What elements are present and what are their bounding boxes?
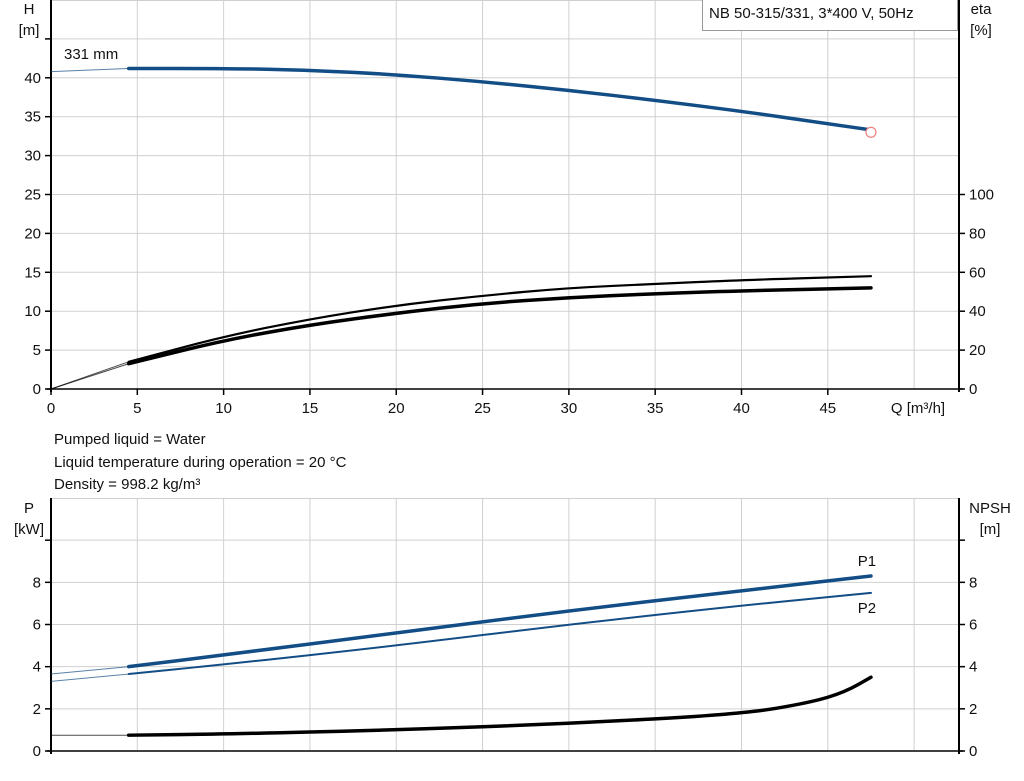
head-panel-y-label: H bbox=[24, 1, 35, 18]
power-panel-left-tick-label: 0 bbox=[33, 743, 41, 760]
curve-H-extrapolated bbox=[50, 67, 129, 73]
head-panel-x-tick-label: 15 bbox=[302, 400, 319, 417]
head-panel-x-tick-label: 45 bbox=[819, 400, 836, 417]
head-panel-left-tick-label: 20 bbox=[24, 225, 41, 242]
info-liquid-temperature: Liquid temperature during operation = 20… bbox=[54, 454, 347, 471]
curve-NPSH bbox=[126, 675, 873, 737]
head-panel-y2-unit: [%] bbox=[970, 22, 992, 39]
head-panel-x-label: Q [m³/h] bbox=[891, 400, 945, 417]
head-panel-right-tick-label: 60 bbox=[969, 264, 986, 281]
duty-point-marker bbox=[865, 126, 877, 138]
power-panel-right-tick-label: 2 bbox=[969, 701, 977, 718]
head-panel-left-tick-label: 10 bbox=[24, 303, 41, 320]
curve-label-P1: P1 bbox=[858, 553, 876, 570]
head-panel-left-tick-label: 30 bbox=[24, 148, 41, 165]
head-panel-right-tick-label: 0 bbox=[969, 381, 977, 398]
head-panel-right-tick-label: 100 bbox=[969, 187, 994, 204]
power-panel-right-tick-label: 6 bbox=[969, 617, 977, 634]
curve-P1 bbox=[126, 574, 873, 669]
head-panel-left-tick-label: 15 bbox=[24, 264, 41, 281]
curve-P2-extrapolated bbox=[50, 673, 129, 682]
head-panel-y2-label: eta bbox=[971, 1, 993, 18]
power-panel-y2-label: NPSH bbox=[969, 500, 1011, 517]
power-panel-right-tick-label: 0 bbox=[969, 743, 977, 760]
head-panel-x-tick-label: 20 bbox=[388, 400, 405, 417]
head-panel-left-tick-label: 40 bbox=[24, 70, 41, 87]
head-panel-left-tick-label: 25 bbox=[24, 187, 41, 204]
power-panel-right-tick-label: 4 bbox=[969, 659, 977, 676]
curve-P2 bbox=[127, 591, 872, 676]
curve-eta_lower-extrapolated bbox=[50, 363, 129, 390]
head-panel-x-tick-label: 5 bbox=[133, 400, 141, 417]
head-panel-x-tick-label: 40 bbox=[733, 400, 750, 417]
pump-title: NB 50-315/331, 3*400 V, 50Hz bbox=[702, 0, 958, 31]
info-density: Density = 998.2 kg/m³ bbox=[54, 476, 201, 493]
head-panel-x-tick-label: 25 bbox=[474, 400, 491, 417]
curve-eta_lower bbox=[126, 286, 873, 366]
head-panel-left-tick-label: 0 bbox=[33, 381, 41, 398]
curve-eta_upper bbox=[127, 275, 873, 363]
curve-label-P2: P2 bbox=[858, 600, 876, 617]
power-panel-left-tick-label: 4 bbox=[33, 659, 41, 676]
power-panel-right-tick-label: 8 bbox=[969, 574, 977, 591]
head-panel-right-tick-label: 40 bbox=[969, 303, 986, 320]
curve-P1-extrapolated bbox=[50, 666, 129, 675]
head-panel-left-tick-label: 35 bbox=[24, 109, 41, 126]
head-panel-y-unit: [m] bbox=[19, 22, 40, 39]
impeller-diameter-label: 331 mm bbox=[64, 46, 118, 63]
head-panel-x-tick-label: 10 bbox=[215, 400, 232, 417]
power-panel-y-label: P bbox=[24, 500, 34, 517]
power-panel-left-tick-label: 6 bbox=[33, 617, 41, 634]
power-panel-left-tick-label: 8 bbox=[33, 574, 41, 591]
power-panel-y-unit: [kW] bbox=[14, 521, 44, 538]
head-panel-right-tick-label: 20 bbox=[969, 342, 986, 359]
power-panel-y2-unit: [m] bbox=[980, 521, 1001, 538]
head-panel-right-tick-label: 80 bbox=[969, 225, 986, 242]
curve-H bbox=[126, 66, 873, 132]
head-panel-x-tick-label: 30 bbox=[561, 400, 578, 417]
head-panel-x-tick-label: 0 bbox=[47, 400, 55, 417]
power-panel-left-tick-label: 2 bbox=[33, 701, 41, 718]
head-panel-x-tick-label: 35 bbox=[647, 400, 664, 417]
head-panel-left-tick-label: 5 bbox=[33, 342, 41, 359]
info-pumped-liquid: Pumped liquid = Water bbox=[54, 431, 206, 448]
